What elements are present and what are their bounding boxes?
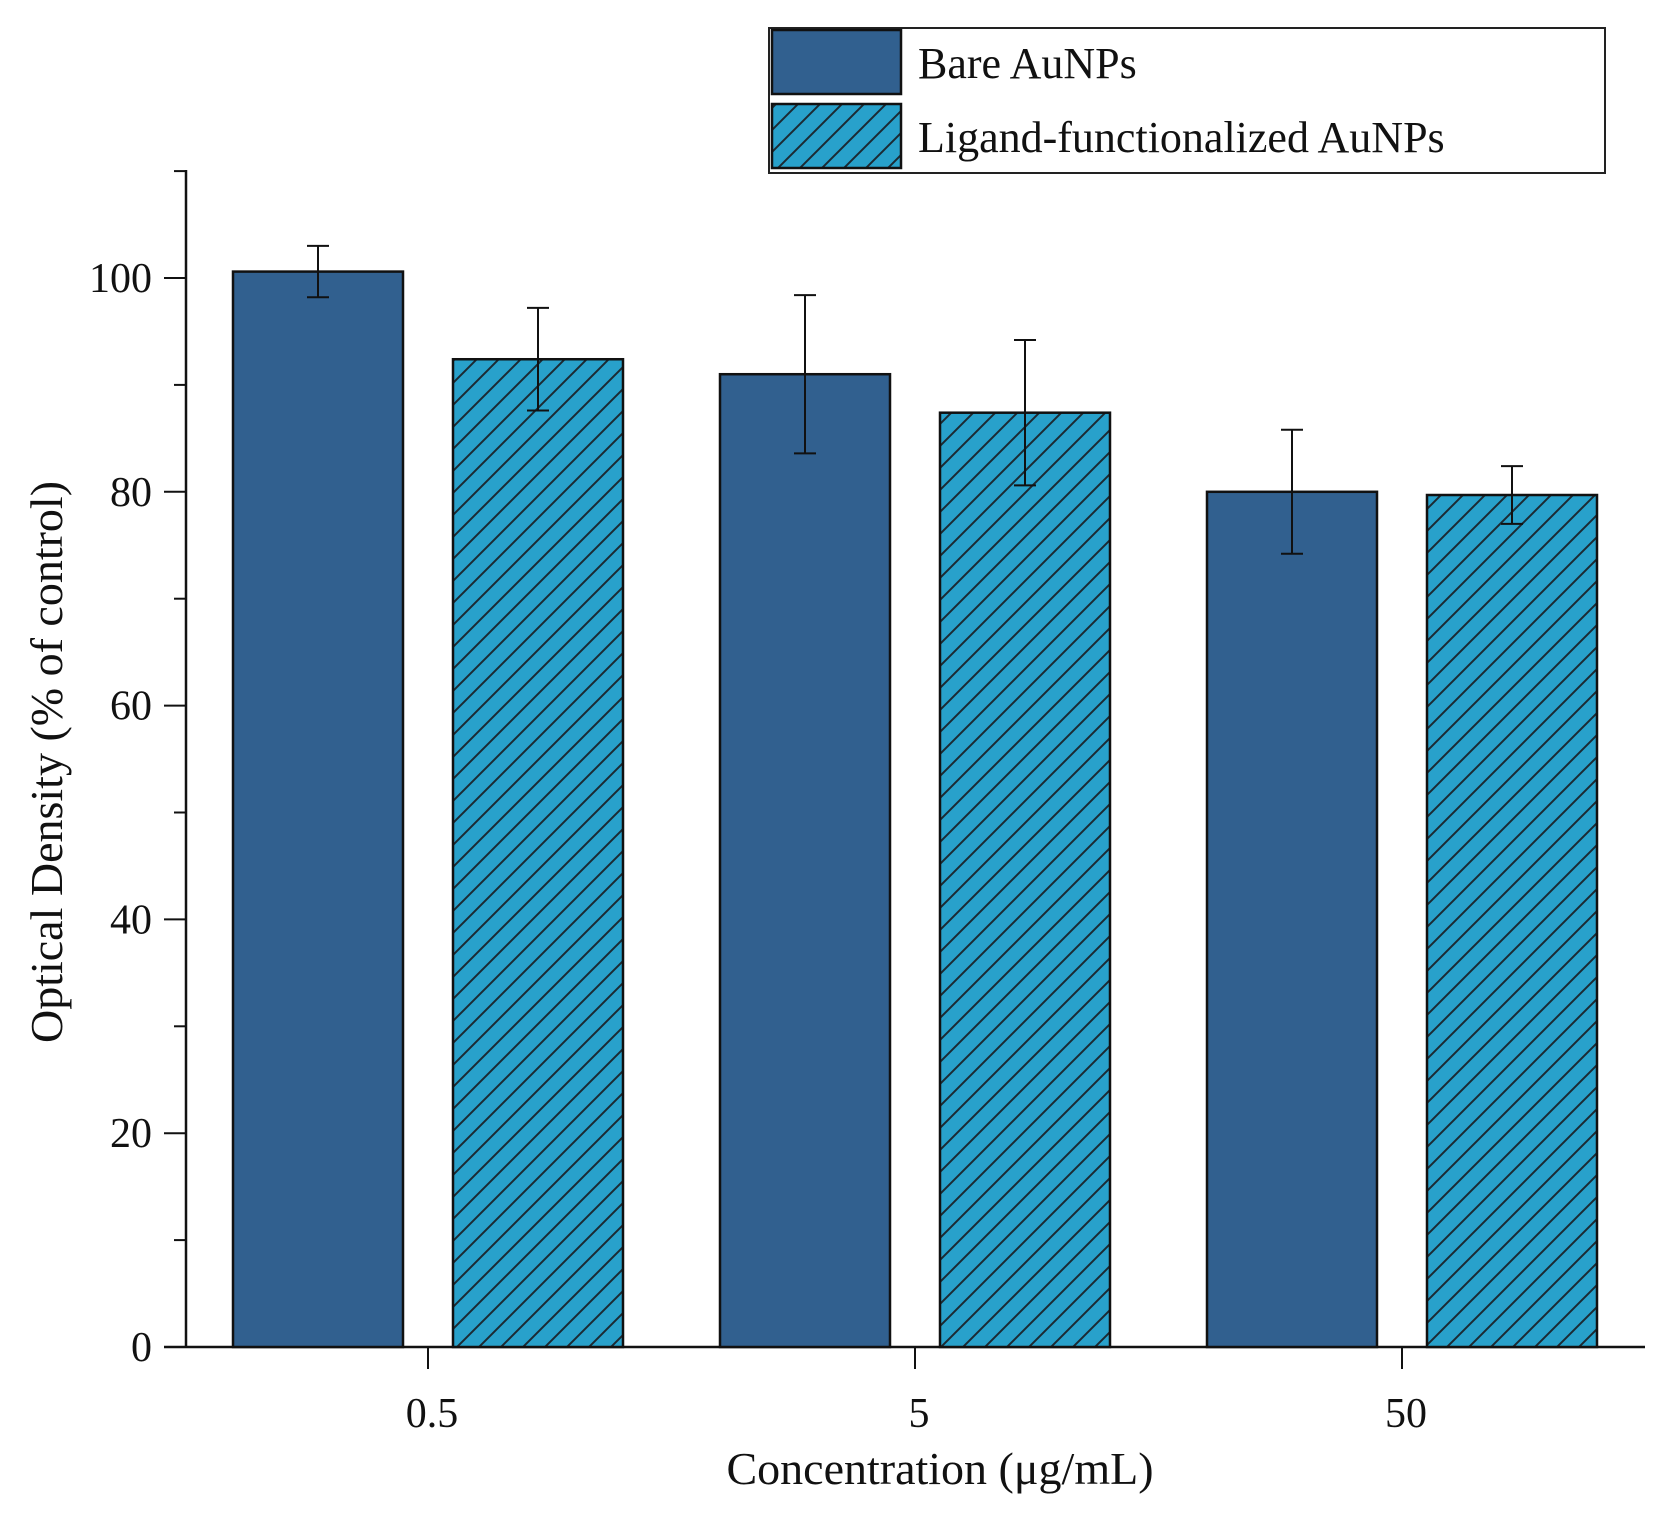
error-bars bbox=[307, 244, 1523, 555]
legend-box bbox=[768, 27, 1606, 174]
error-bar-bare-5 bbox=[794, 294, 816, 455]
ticks: 0 20 40 60 80 100 0.5 5 50 bbox=[89, 170, 1427, 1437]
y-tick-label-20: 20 bbox=[110, 1111, 152, 1157]
y-tick-label-0: 0 bbox=[131, 1325, 152, 1371]
y-axis-title: Optical Density (% of control) bbox=[21, 481, 72, 1043]
y-tick-label-100: 100 bbox=[89, 256, 152, 302]
y-tick-label-60: 60 bbox=[110, 684, 152, 730]
legend: Bare AuNPs Ligand-functionalized AuNPs bbox=[768, 27, 1606, 174]
bars bbox=[231, 270, 1599, 1349]
bar-bare-50 bbox=[1205, 490, 1379, 1349]
bar-ligand-50 bbox=[1425, 493, 1599, 1349]
error-bar-bare-0_5 bbox=[307, 244, 329, 299]
error-bar-ligand-5 bbox=[1014, 339, 1036, 487]
error-bar-ligand-50 bbox=[1501, 465, 1523, 525]
legend-swatch-bare-aunps bbox=[770, 28, 903, 96]
x-tick-label-0_5: 0.5 bbox=[406, 1391, 459, 1437]
legend-swatch-ligand-functionalized-aunps bbox=[770, 102, 903, 170]
x-axis-title: Concentration (μg/mL) bbox=[726, 1443, 1153, 1494]
y-tick-label-40: 40 bbox=[110, 897, 152, 943]
legend-label-ligand-functionalized-aunps: Ligand-functionalized AuNPs bbox=[918, 113, 1445, 162]
x-tick-label-5: 5 bbox=[909, 1391, 930, 1437]
error-bar-ligand-0_5 bbox=[527, 306, 549, 412]
bar-bare-0_5 bbox=[231, 270, 405, 1349]
bar-ligand-0_5 bbox=[451, 357, 625, 1349]
y-tick-label-80: 80 bbox=[110, 470, 152, 516]
axes bbox=[164, 170, 1645, 1349]
error-bar-bare-50 bbox=[1281, 428, 1303, 555]
bar-ligand-5 bbox=[938, 411, 1112, 1349]
legend-label-bare-aunps: Bare AuNPs bbox=[918, 39, 1137, 88]
bar-bare-5 bbox=[718, 372, 892, 1349]
x-tick-label-50: 50 bbox=[1385, 1391, 1427, 1437]
